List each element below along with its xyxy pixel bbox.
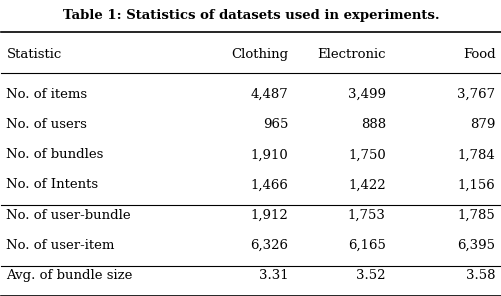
Text: 1,753: 1,753: [347, 209, 385, 222]
Text: No. of Intents: No. of Intents: [7, 178, 98, 192]
Text: 6,326: 6,326: [250, 239, 288, 252]
Text: 6,395: 6,395: [457, 239, 494, 252]
Text: 1,785: 1,785: [457, 209, 494, 222]
Text: Statistic: Statistic: [7, 48, 62, 61]
Text: 879: 879: [469, 118, 494, 131]
Text: 888: 888: [360, 118, 385, 131]
Text: 3,767: 3,767: [456, 88, 494, 101]
Text: 3.52: 3.52: [356, 269, 385, 282]
Text: 1,912: 1,912: [250, 209, 288, 222]
Text: 6,165: 6,165: [347, 239, 385, 252]
Text: 4,487: 4,487: [250, 88, 288, 101]
Text: 3,499: 3,499: [347, 88, 385, 101]
Text: 1,910: 1,910: [250, 148, 288, 161]
Text: 3.31: 3.31: [259, 269, 288, 282]
Text: Food: Food: [462, 48, 494, 61]
Text: Table 1: Statistics of datasets used in experiments.: Table 1: Statistics of datasets used in …: [63, 9, 438, 22]
Text: 1,422: 1,422: [348, 178, 385, 192]
Text: 1,784: 1,784: [457, 148, 494, 161]
Text: 965: 965: [263, 118, 288, 131]
Text: 3.58: 3.58: [465, 269, 494, 282]
Text: 1,750: 1,750: [347, 148, 385, 161]
Text: Electronic: Electronic: [317, 48, 385, 61]
Text: Avg. of bundle size: Avg. of bundle size: [7, 269, 132, 282]
Text: 1,466: 1,466: [250, 178, 288, 192]
Text: No. of user-bundle: No. of user-bundle: [7, 209, 131, 222]
Text: No. of users: No. of users: [7, 118, 87, 131]
Text: No. of items: No. of items: [7, 88, 87, 101]
Text: 1,156: 1,156: [457, 178, 494, 192]
Text: No. of bundles: No. of bundles: [7, 148, 104, 161]
Text: Clothing: Clothing: [231, 48, 288, 61]
Text: No. of user-item: No. of user-item: [7, 239, 115, 252]
